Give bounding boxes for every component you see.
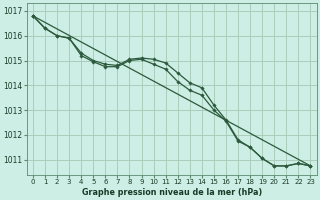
- X-axis label: Graphe pression niveau de la mer (hPa): Graphe pression niveau de la mer (hPa): [82, 188, 262, 197]
